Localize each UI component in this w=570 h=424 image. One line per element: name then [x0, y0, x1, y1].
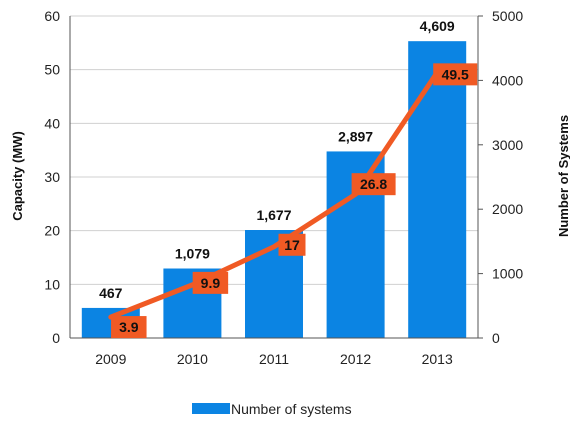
bar-value-label: 1,079: [175, 246, 210, 262]
legend: Number of systems: [192, 401, 352, 417]
y2-axis-title: Number of Systems: [556, 115, 570, 237]
line-value-label: 26.8: [360, 176, 387, 192]
legend-label: Number of systems: [231, 401, 352, 417]
right-axis-ticks: 0 1000 2000 3000 4000 5000: [478, 8, 523, 346]
y-tick-label: 20: [44, 223, 60, 239]
bar: [408, 41, 467, 339]
capacity-line: [108, 69, 440, 320]
data-labels: 467 1,079 1,677 2,897 4,609 3.9 9.9 17 26.8 49.5: [99, 18, 478, 339]
line-value-label: 9.9: [201, 275, 221, 291]
line-value-label: 49.5: [442, 66, 469, 82]
left-axis-ticks: 0 10 20 30 40 50 60: [44, 8, 60, 346]
x-axis-ticks: 2009 2010 2011 2012 2013: [95, 351, 453, 367]
y2-tick-label: 1000: [492, 266, 523, 282]
capacity-line-path: [108, 69, 440, 320]
line-value-label: 3.9: [119, 319, 139, 335]
y-tick-label: 30: [44, 169, 60, 185]
line-label-box: [278, 233, 306, 256]
y2-tick-label: 5000: [492, 8, 523, 24]
line-value-label: 17: [284, 237, 300, 253]
bars: [81, 41, 467, 339]
x-tick-label: 2011: [259, 351, 289, 367]
y2-tick-label: 2000: [492, 201, 523, 217]
line-label-box: [351, 173, 396, 196]
y-tick-label: 0: [52, 330, 60, 346]
y2-tick-label: 4000: [492, 72, 523, 88]
bar-value-label: 2,897: [338, 128, 373, 144]
y-tick-label: 10: [44, 276, 60, 292]
line-label-box: [433, 63, 478, 86]
line-label-box: [192, 271, 229, 294]
y-tick-label: 50: [44, 62, 60, 78]
line-label-box: [111, 316, 147, 339]
legend-swatch: [192, 403, 230, 414]
bar-value-label: 4,609: [420, 18, 455, 34]
y-tick-label: 60: [44, 8, 60, 24]
x-tick-label: 2013: [422, 351, 453, 367]
y2-tick-label: 0: [492, 330, 500, 346]
x-tick-label: 2009: [95, 351, 126, 367]
bar-value-label: 1,677: [256, 207, 291, 223]
y2-tick-label: 3000: [492, 137, 523, 153]
y-tick-label: 40: [44, 115, 60, 131]
y-axis-title: Capacity (MW): [10, 131, 25, 221]
x-tick-label: 2012: [340, 351, 371, 367]
x-tick-label: 2010: [177, 351, 208, 367]
bar-value-label: 467: [99, 285, 123, 301]
